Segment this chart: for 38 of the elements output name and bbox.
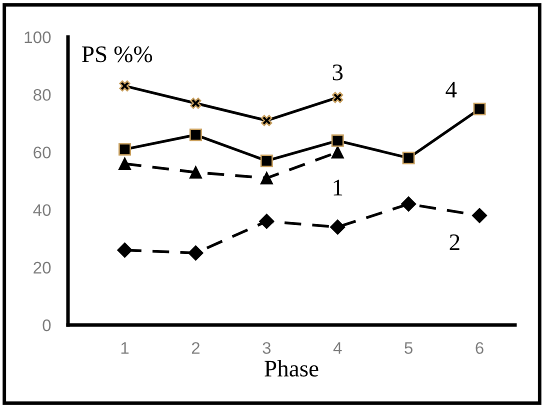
point bbox=[189, 128, 202, 142]
point bbox=[260, 172, 273, 184]
point bbox=[332, 92, 344, 104]
point bbox=[118, 157, 132, 170]
y-tick-label: 60 bbox=[34, 146, 51, 158]
series-label: 4 bbox=[446, 82, 457, 98]
x-tick-label: 5 bbox=[404, 342, 413, 354]
point bbox=[330, 220, 346, 235]
point bbox=[259, 214, 274, 229]
x-tick-label: 6 bbox=[476, 342, 484, 354]
point bbox=[189, 166, 202, 179]
x-axis-title: Phase bbox=[264, 360, 318, 377]
x-tick-label: 3 bbox=[262, 342, 271, 354]
point bbox=[119, 80, 130, 92]
x-tick-label: 1 bbox=[121, 342, 129, 354]
y-tick-label: 80 bbox=[34, 89, 51, 101]
x-tick-label: 2 bbox=[192, 342, 200, 354]
series-label: 3 bbox=[332, 64, 343, 80]
point bbox=[401, 196, 416, 212]
point bbox=[188, 245, 204, 261]
point bbox=[261, 114, 272, 126]
point bbox=[473, 102, 486, 116]
y-tick-label: 100 bbox=[24, 31, 51, 44]
point bbox=[118, 143, 132, 156]
y-tick-label: 0 bbox=[42, 319, 51, 332]
x-tick-label: 4 bbox=[333, 342, 342, 354]
point bbox=[117, 242, 132, 258]
series-label: 2 bbox=[450, 234, 460, 250]
point bbox=[472, 208, 488, 224]
point bbox=[402, 152, 415, 164]
point bbox=[331, 146, 344, 158]
point bbox=[190, 98, 202, 109]
y-tick-label: 40 bbox=[33, 204, 51, 216]
y-axis-title: PS %% bbox=[82, 46, 152, 62]
point bbox=[260, 154, 273, 168]
y-tick-label: 20 bbox=[34, 262, 51, 274]
series-label: 1 bbox=[334, 180, 342, 196]
point bbox=[331, 134, 344, 147]
